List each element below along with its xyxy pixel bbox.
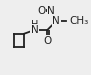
Text: CH₃: CH₃ bbox=[69, 16, 89, 26]
Text: H: H bbox=[31, 20, 38, 30]
Text: N: N bbox=[47, 6, 55, 16]
Text: N: N bbox=[52, 16, 60, 26]
Text: O: O bbox=[37, 6, 45, 16]
Text: N: N bbox=[31, 25, 38, 35]
Text: O: O bbox=[43, 35, 51, 46]
